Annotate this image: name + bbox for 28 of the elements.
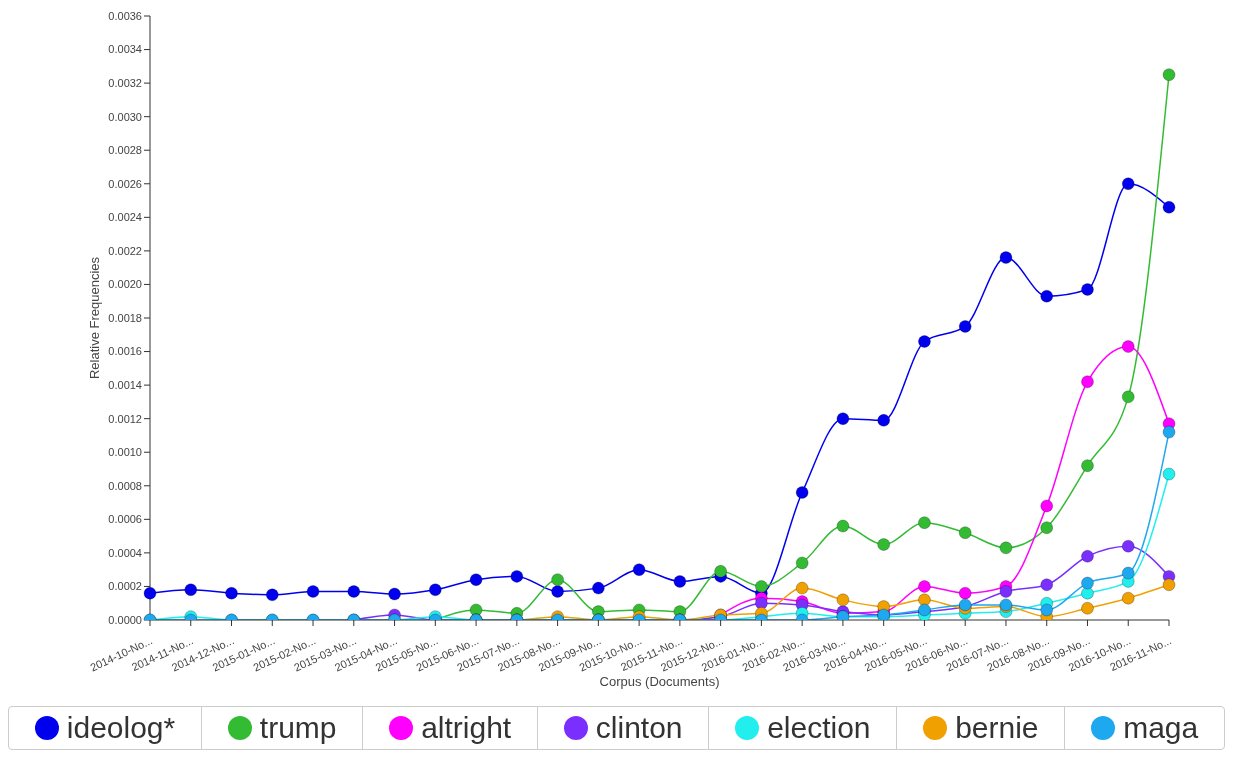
legend-label: ideolog*	[66, 711, 176, 745]
y-tick-label: 0.0018	[108, 311, 142, 324]
y-tick-label: 0.0034	[108, 43, 142, 56]
y-tick-label: 0.0026	[108, 177, 142, 190]
legend-label: election	[767, 711, 871, 745]
y-tick-label: 0.0030	[108, 110, 142, 123]
y-tick-label: 0.0012	[108, 412, 142, 425]
y-tick-label: 0.0016	[108, 345, 142, 358]
y-tick-label: 0.0028	[108, 144, 142, 157]
y-tick-label: 0.0014	[108, 379, 142, 392]
y-axis-title: Relative Frequencies	[86, 256, 102, 380]
y-tick-label: 0.0004	[108, 546, 142, 559]
y-tick-label: 0.0010	[108, 446, 142, 459]
y-tick-label: 0.0008	[108, 479, 142, 492]
y-tick-label: 0.0022	[108, 244, 142, 257]
y-tick-label: 0.0000	[108, 613, 142, 626]
y-tick-label: 0.0024	[108, 211, 142, 224]
y-tick-label: 0.0020	[108, 278, 142, 291]
y-tick-label: 0.0032	[108, 77, 142, 90]
legend-label: altright	[421, 711, 512, 745]
legend-label: clinton	[595, 711, 683, 745]
x-axis-title: Corpus (Documents)	[599, 674, 720, 689]
y-tick-label: 0.0002	[108, 580, 142, 593]
y-tick-label: 0.0006	[108, 513, 142, 526]
legend-label: trump	[259, 711, 337, 745]
legend-label: bernie	[955, 711, 1039, 745]
y-tick-label: 0.0036	[108, 9, 142, 22]
legend-label: maga	[1123, 711, 1199, 745]
